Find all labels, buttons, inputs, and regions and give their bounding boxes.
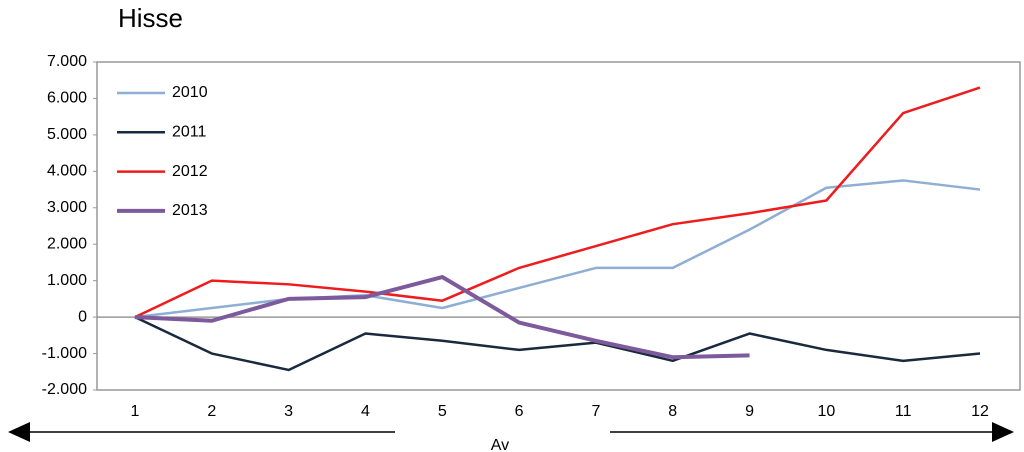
y-tick-label: 4.000 bbox=[47, 163, 87, 180]
x-tick-label: 6 bbox=[515, 403, 524, 420]
x-tick-label: 12 bbox=[971, 403, 989, 420]
y-tick-label: -1.000 bbox=[42, 345, 87, 362]
legend-label: 2013 bbox=[172, 202, 208, 219]
y-tick-label: 3.000 bbox=[47, 199, 87, 216]
x-tick-label: 8 bbox=[668, 403, 677, 420]
x-tick-label: 4 bbox=[361, 403, 370, 420]
y-tick-label: -2.000 bbox=[42, 381, 87, 398]
legend-label: 2011 bbox=[172, 124, 207, 141]
x-tick-label: 3 bbox=[284, 403, 293, 420]
plot-frame bbox=[96, 61, 1021, 391]
y-tick-label: 5.000 bbox=[47, 126, 87, 143]
x-tick-label: 10 bbox=[817, 403, 835, 420]
y-tick-label: 7.000 bbox=[47, 53, 87, 70]
x-tick-label: 9 bbox=[745, 403, 754, 420]
y-tick-label: 0 bbox=[78, 308, 87, 325]
y-tick-label: 2.000 bbox=[47, 235, 87, 252]
legend-label: 2012 bbox=[172, 163, 208, 180]
series-line bbox=[134, 275, 750, 360]
legend-label: 2010 bbox=[172, 84, 208, 101]
x-axis-label: Av bbox=[491, 437, 509, 452]
x-tick-label: 7 bbox=[591, 403, 600, 420]
chart-title: Hisse bbox=[118, 3, 183, 33]
x-tick-label: 1 bbox=[131, 403, 140, 420]
arrow-left-head bbox=[8, 422, 30, 442]
series-line bbox=[134, 315, 981, 372]
y-tick-label: 1.000 bbox=[47, 272, 87, 289]
x-tick-label: 11 bbox=[895, 403, 912, 420]
x-tick-label: 5 bbox=[438, 403, 447, 420]
arrow-right-head bbox=[992, 422, 1014, 442]
y-tick-label: 6.000 bbox=[47, 90, 87, 107]
series-line bbox=[134, 86, 981, 319]
x-tick-label: 2 bbox=[207, 403, 216, 420]
series-line bbox=[134, 179, 981, 319]
